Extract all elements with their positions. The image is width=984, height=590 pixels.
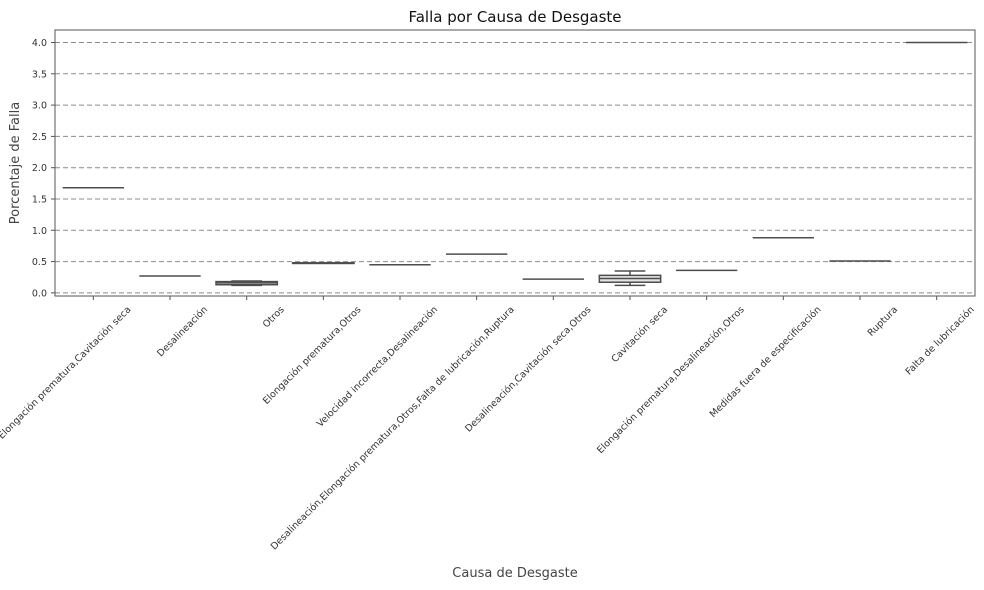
x-tick-label: Otros [261,304,287,330]
x-tick-label: Desalineación,Cavitación seca,Otros [463,304,593,434]
x-tick-label: Ruptura [866,304,900,338]
y-tick-label: 3.0 [32,101,47,112]
y-tick-label: 2.5 [32,132,47,143]
x-tick-label: Elongación prematura,Cavitación seca [0,304,133,441]
box-2 [215,280,279,287]
y-tick-label: 0.5 [32,257,47,268]
y-tick-label: 2.0 [32,163,47,174]
y-tick-label: 0.0 [32,288,47,299]
box-3 [291,262,355,265]
y-tick-label: 4.0 [32,38,47,49]
gridlines [55,42,975,294]
x-tick-label: Elongación prematura,Desalineación,Otros [595,304,747,456]
x-axis-label: Causa de Desgaste [452,566,577,581]
boxes [62,41,968,287]
y-axis-label: Porcentaje de Falla [8,102,23,224]
x-tick-label: Falta de lubricación [904,304,977,377]
x-tick-label: Desalineación,Elongación prematura,Otros… [269,304,517,552]
x-axis-ticks: Elongación prematura,Cavitación seca Desa… [0,296,977,552]
chart-title: Falla por Causa de Desgaste [408,8,621,26]
y-tick-label: 1.5 [32,194,47,205]
y-tick-label: 1.0 [32,226,47,237]
x-tick-label: Desalineación [155,304,210,359]
box-7 [598,270,662,287]
x-tick-label: Velocidad incorrecta,Desalineación [315,304,440,429]
y-tick-label: 3.5 [32,69,47,80]
x-tick-label: Cavitación seca [609,304,670,365]
plot-frame [54,29,976,297]
y-axis-ticks: 0.0 0.5 1.0 1.5 2.0 2.5 3.0 3.5 4.0 [32,38,55,299]
